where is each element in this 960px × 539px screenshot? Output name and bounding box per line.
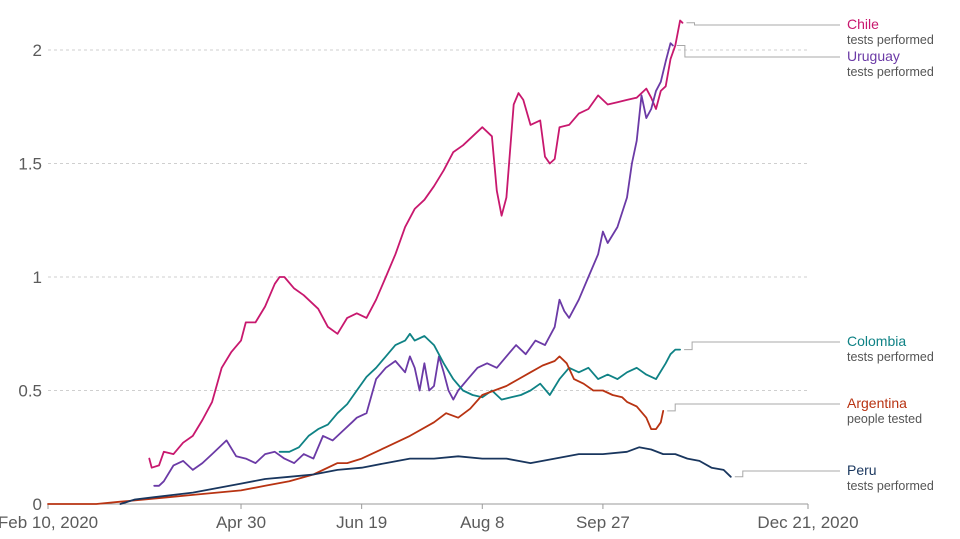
series-line-peru xyxy=(119,446,732,505)
x-tick-label: Aug 8 xyxy=(460,513,504,532)
legend-series-metric: tests performed xyxy=(847,350,934,364)
x-tick-label: Feb 10, 2020 xyxy=(0,513,98,532)
legend-series-metric: tests performed xyxy=(847,479,934,493)
y-tick-label: 1.5 xyxy=(18,155,42,174)
legend-series-name: Argentina xyxy=(847,395,907,411)
y-axis-tick-labels: 0 0.5 1 1.5 2 xyxy=(18,41,42,514)
series-line-chile xyxy=(148,19,684,469)
y-tick-label: 1 xyxy=(33,268,42,287)
legend-leader-peru xyxy=(734,470,840,478)
y-gridlines xyxy=(48,49,808,505)
y-tick-label: 0 xyxy=(33,495,42,514)
legend-leader-chile xyxy=(686,22,840,26)
legend-series-metric: tests performed xyxy=(847,65,934,79)
legend-series-name: Chile xyxy=(847,16,879,32)
legend-series-name: Peru xyxy=(847,462,877,478)
x-tick-label: Apr 30 xyxy=(216,513,266,532)
x-tick-label: Sep 27 xyxy=(576,513,630,532)
legend-series-metric: people tested xyxy=(847,412,922,426)
series-line-colombia xyxy=(278,332,681,453)
series-line-argentina xyxy=(47,355,665,505)
legend-series-name: Colombia xyxy=(847,333,906,349)
legend-leader-uruguay xyxy=(676,45,840,58)
legend-leader-argentina xyxy=(667,403,840,412)
y-tick-label: 2 xyxy=(33,41,42,60)
series-lines xyxy=(47,19,732,505)
y-tick-label: 0.5 xyxy=(18,382,42,401)
x-tick-label: Dec 21, 2020 xyxy=(757,513,858,532)
series-line-uruguay xyxy=(153,42,674,487)
legend-series-name: Uruguay xyxy=(847,48,900,64)
x-axis-tick-labels: Feb 10, 2020 Apr 30 Jun 19 Aug 8 Sep 27 Dec 2… xyxy=(0,504,859,532)
x-tick-label: Jun 19 xyxy=(336,513,387,532)
legend-series-metric: tests performed xyxy=(847,33,934,47)
legend-leader-colombia xyxy=(684,341,840,351)
